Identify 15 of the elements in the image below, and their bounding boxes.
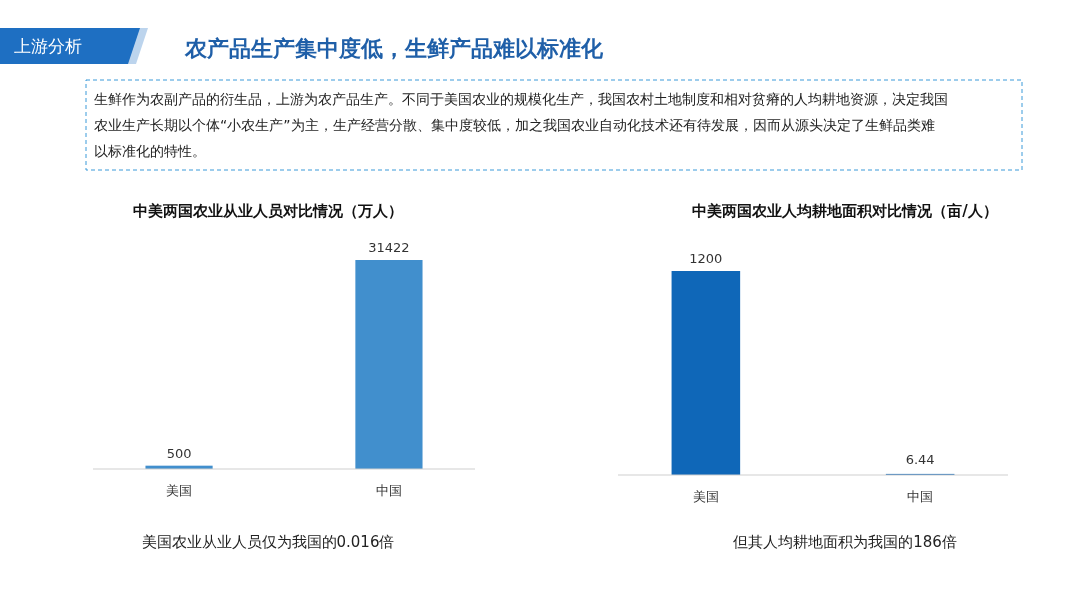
text: 上游分析 <box>14 36 82 56</box>
text: 农产品生产集中度低，生鲜产品难以标准化 <box>184 36 604 61</box>
x-tick-label: 美国 <box>692 489 719 504</box>
text: 生鲜作为农副产品的衍生品，上游为农产品生产。不同于美国农业的规模化生产，我国农村土地制度和相对贫瘠的人均耕地资源，决定我国农业生产长期以个体“小农生产”为主，生产经营分散、集中度较低，加之我国农业自动化技术还有待发展，因而从源头决定了生鲜品类难以标准化的特性。 <box>94 91 948 159</box>
data-label: 1200 <box>689 251 723 266</box>
chart-title: 中美两国农业人均耕地面积对比情况（亩/人） <box>692 202 998 220</box>
data-label: 31422 <box>368 240 410 255</box>
x-tick-label: 中国 <box>907 489 934 504</box>
chart-title: 中美两国农业从业人员对比情况（万人） <box>133 202 403 220</box>
text: 但其人均耕地面积为我国的186倍 <box>733 533 957 551</box>
data-label: 6.44 <box>905 452 935 467</box>
x-tick-label: 中国 <box>375 483 402 498</box>
data-label: 500 <box>166 445 192 461</box>
x-tick-label: 美国 <box>166 483 193 498</box>
text: 美国农业从业人员仅为我国的0.016倍 <box>141 533 395 551</box>
